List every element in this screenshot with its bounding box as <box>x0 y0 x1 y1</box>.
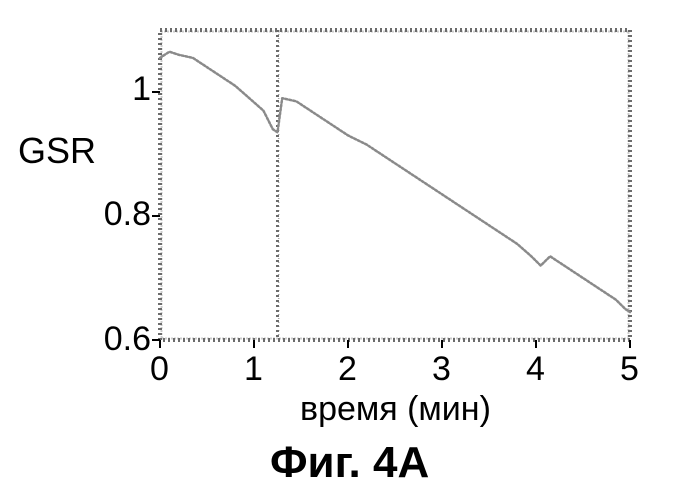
y-axis-label: GSR <box>18 130 96 172</box>
xtick-4: 4 <box>526 350 545 389</box>
xtick-5: 5 <box>620 350 639 389</box>
ytick-0-6: 0.6 <box>104 320 151 359</box>
chart-container: { "figure": { "type": "line", "caption":… <box>0 0 681 500</box>
ytick-1: 1 <box>132 70 151 109</box>
x-axis-label: время (мин) <box>300 390 491 429</box>
xtick-3: 3 <box>432 350 451 389</box>
xtick-2: 2 <box>338 350 357 389</box>
figure-caption: Фиг. 4А <box>270 438 429 488</box>
xtick-1: 1 <box>244 350 263 389</box>
ytick-0-8: 0.8 <box>104 195 151 234</box>
xtick-0: 0 <box>150 350 169 389</box>
